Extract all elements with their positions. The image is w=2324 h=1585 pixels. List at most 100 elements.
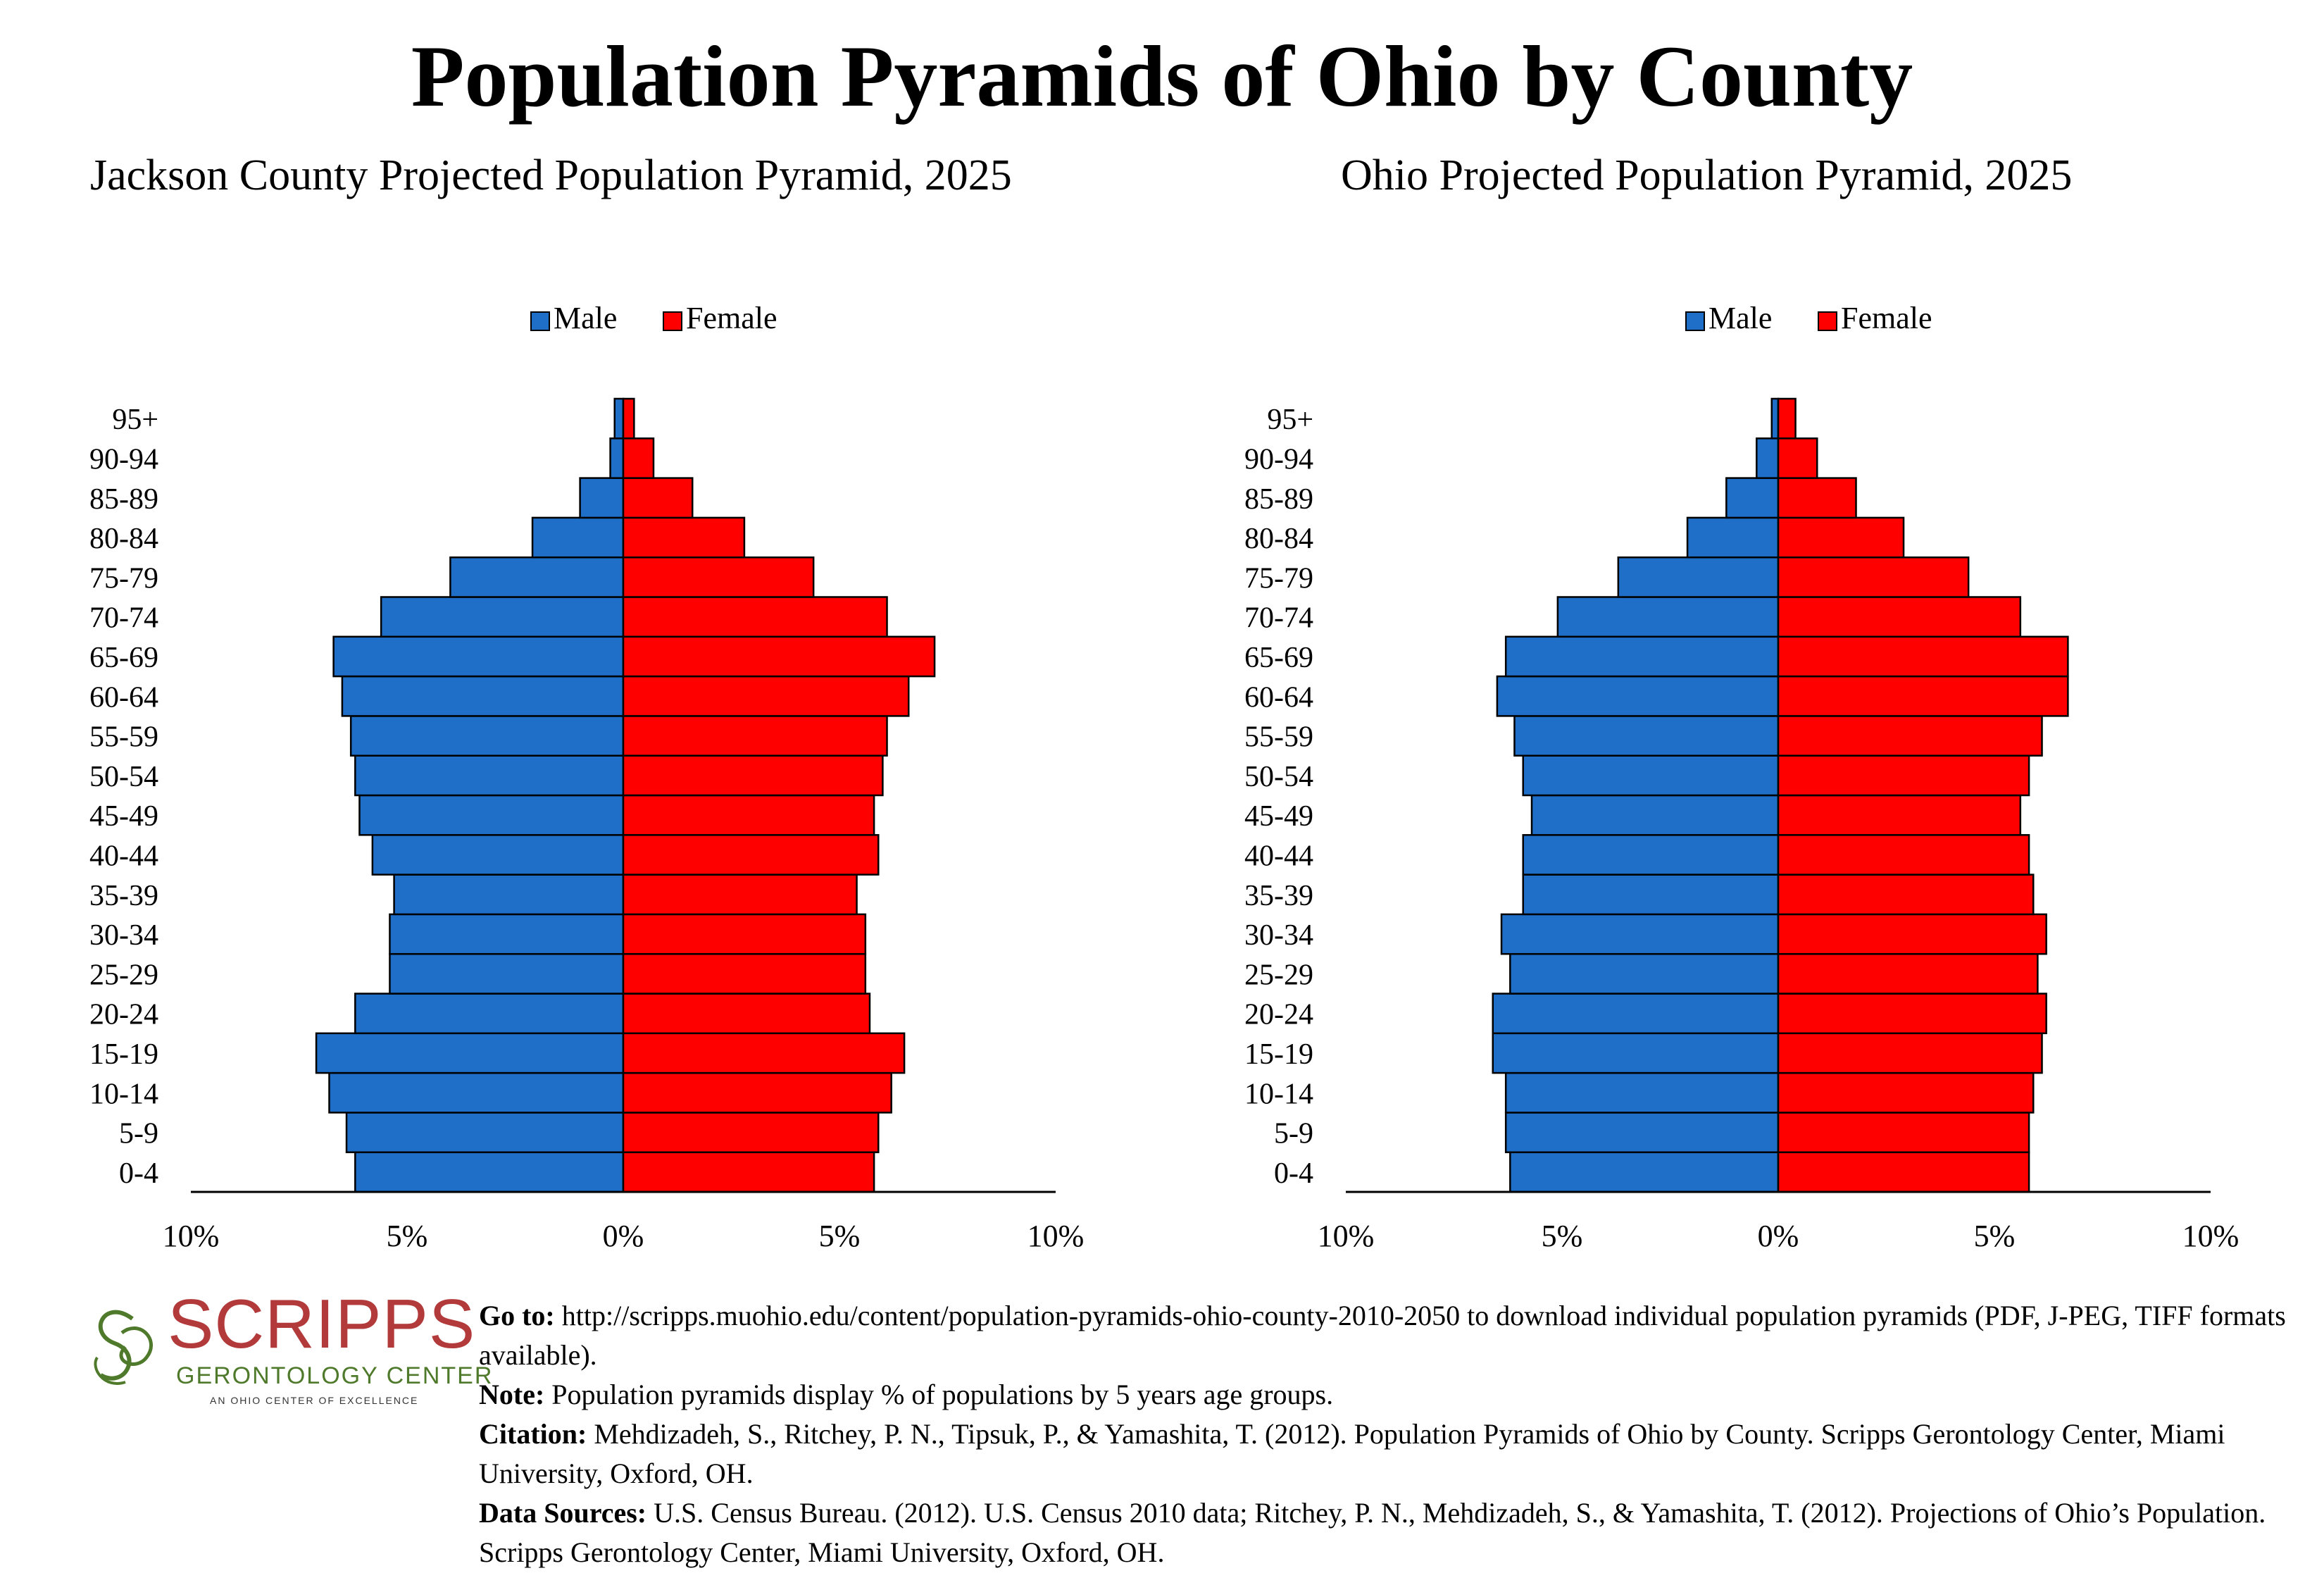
page-title: Population Pyramids of Ohio by County — [411, 28, 1913, 125]
jackson-bar-female-30-34 — [622, 913, 867, 955]
jackson-bar-male-60-64 — [341, 675, 625, 717]
ohio-bar-male-85-89 — [1725, 477, 1780, 519]
jackson-bar-female-95+ — [622, 397, 635, 440]
jackson-legend: Male Female — [530, 301, 777, 335]
note-label: Note: — [479, 1379, 545, 1410]
ohio-age-label: 30-34 — [1244, 919, 1313, 952]
jackson-bar-female-65-69 — [622, 635, 936, 678]
ohio-bar-male-0-4 — [1509, 1151, 1780, 1193]
ohio-bar-male-20-24 — [1492, 993, 1780, 1035]
ohio-bar-male-50-54 — [1522, 754, 1780, 797]
chart-title-ohio: Ohio Projected Population Pyramid, 2025 — [1341, 151, 2073, 199]
jackson-age-label: 85-89 — [89, 483, 158, 516]
ohio-pyramid-chart: Male Female 0-4 5-9 10-14 15-19 20-24 25-29 30-3… — [1244, 301, 2239, 1253]
jackson-bar-male-5-9 — [345, 1112, 625, 1153]
ohio-age-label: 15-19 — [1244, 1038, 1313, 1071]
jackson-age-label: 55-59 — [89, 721, 158, 754]
ohio-age-label: 60-64 — [1244, 681, 1313, 714]
jackson-age-label: 95+ — [112, 404, 158, 436]
footnotes: Go to: http://scripps.muohio.edu/content… — [479, 1296, 2310, 1572]
jackson-bar-male-50-54 — [354, 754, 625, 797]
jackson-age-label: 65-69 — [89, 642, 158, 674]
ohio-age-label: 50-54 — [1244, 761, 1313, 793]
ohio-tick-label: 10% — [2182, 1219, 2239, 1253]
jackson-bar-male-35-39 — [393, 874, 625, 916]
jackson-bar-male-65-69 — [332, 635, 625, 678]
jackson-tick-label: 10% — [1027, 1219, 1085, 1253]
jackson-age-label: 60-64 — [89, 681, 158, 714]
ohio-age-label: 85-89 — [1244, 483, 1313, 516]
ohio-bar-male-90-94 — [1756, 437, 1780, 479]
ohio-bar-female-95+ — [1777, 397, 1797, 440]
ohio-legend: Male Female — [1685, 301, 1932, 335]
jackson-age-label: 0-4 — [119, 1157, 158, 1190]
jackson-age-label: 90-94 — [89, 443, 158, 476]
jackson-age-label: 25-29 — [89, 959, 158, 991]
ohio-bar-male-45-49 — [1530, 794, 1780, 836]
ohio-bar-female-40-44 — [1777, 834, 2030, 876]
citation-line: Citation: Mehdizadeh, S., Ritchey, P. N.… — [479, 1415, 2310, 1493]
chart-title-jackson: Jackson County Projected Population Pyra… — [90, 151, 1012, 199]
ohio-bar-male-95+ — [1770, 397, 1780, 440]
ohio-bar-female-5-9 — [1777, 1112, 2030, 1153]
jackson-bar-female-45-49 — [622, 794, 875, 836]
jackson-bar-female-60-64 — [622, 675, 910, 717]
ohio-tick-label: 5% — [1974, 1219, 2016, 1253]
ohio-age-label: 70-74 — [1244, 602, 1313, 635]
ohio-bar-female-90-94 — [1777, 437, 1818, 479]
jackson-tick-label: 5% — [387, 1219, 428, 1253]
ohio-age-label: 35-39 — [1244, 880, 1313, 912]
jackson-age-label: 80-84 — [89, 523, 158, 555]
jackson-legend-female-swatch — [663, 311, 682, 331]
ohio-tick-label: 0% — [1758, 1219, 1799, 1253]
ohio-bar-male-60-64 — [1496, 675, 1780, 717]
ohio-bar-female-15-19 — [1777, 1032, 2043, 1074]
jackson-legend-female-label: Female — [686, 301, 777, 335]
ohio-age-label: 40-44 — [1244, 840, 1313, 872]
logo-subtitle: GERONTOLOGY CENTER — [176, 1362, 494, 1389]
jackson-age-label: 5-9 — [119, 1118, 158, 1150]
ohio-bar-male-35-39 — [1522, 874, 1780, 916]
jackson-bar-male-10-14 — [328, 1071, 625, 1114]
jackson-age-label: 20-24 — [89, 999, 158, 1031]
jackson-age-label: 35-39 — [89, 880, 158, 912]
ohio-bar-male-40-44 — [1522, 834, 1780, 876]
jackson-bar-male-55-59 — [349, 715, 625, 757]
jackson-bar-female-5-9 — [622, 1112, 880, 1153]
ohio-bar-female-75-79 — [1777, 556, 1970, 598]
ohio-bar-male-15-19 — [1492, 1032, 1780, 1074]
jackson-bar-male-45-49 — [358, 794, 625, 836]
ohio-bar-female-30-34 — [1777, 913, 2047, 955]
ohio-bar-male-25-29 — [1509, 952, 1780, 995]
ohio-legend-male-swatch — [1685, 311, 1705, 331]
ohio-bar-female-0-4 — [1777, 1151, 2030, 1193]
ohio-bar-male-55-59 — [1513, 715, 1780, 757]
jackson-bar-female-50-54 — [622, 754, 884, 797]
jackson-bar-female-90-94 — [622, 437, 655, 479]
ohio-age-label: 75-79 — [1244, 562, 1313, 595]
jackson-bar-male-75-79 — [449, 556, 625, 598]
ohio-bar-male-5-9 — [1504, 1112, 1780, 1153]
ohio-bar-female-60-64 — [1777, 675, 2069, 717]
ohio-bar-male-80-84 — [1686, 516, 1780, 559]
jackson-tick-label: 0% — [603, 1219, 644, 1253]
ohio-bar-male-65-69 — [1504, 635, 1780, 678]
citation-label: Citation: — [479, 1418, 587, 1450]
ohio-tick-label: 5% — [1542, 1219, 1583, 1253]
jackson-bar-male-95+ — [613, 397, 625, 440]
jackson-bar-female-40-44 — [622, 834, 880, 876]
jackson-age-label: 40-44 — [89, 840, 158, 872]
jackson-bar-female-20-24 — [622, 993, 871, 1035]
jackson-age-label: 50-54 — [89, 761, 158, 793]
ohio-age-label: 55-59 — [1244, 721, 1313, 754]
jackson-bar-female-10-14 — [622, 1071, 892, 1114]
note-text: Population pyramids display % of populat… — [544, 1379, 1334, 1410]
ohio-age-label: 65-69 — [1244, 642, 1313, 674]
ohio-age-label: 0-4 — [1274, 1157, 1313, 1190]
ohio-bar-male-70-74 — [1556, 596, 1780, 638]
jackson-bar-male-25-29 — [389, 952, 625, 995]
jackson-legend-male-swatch — [530, 311, 550, 331]
ohio-age-label: 90-94 — [1244, 443, 1313, 476]
ohio-age-label: 20-24 — [1244, 999, 1313, 1031]
ohio-legend-male-label: Male — [1708, 301, 1772, 335]
